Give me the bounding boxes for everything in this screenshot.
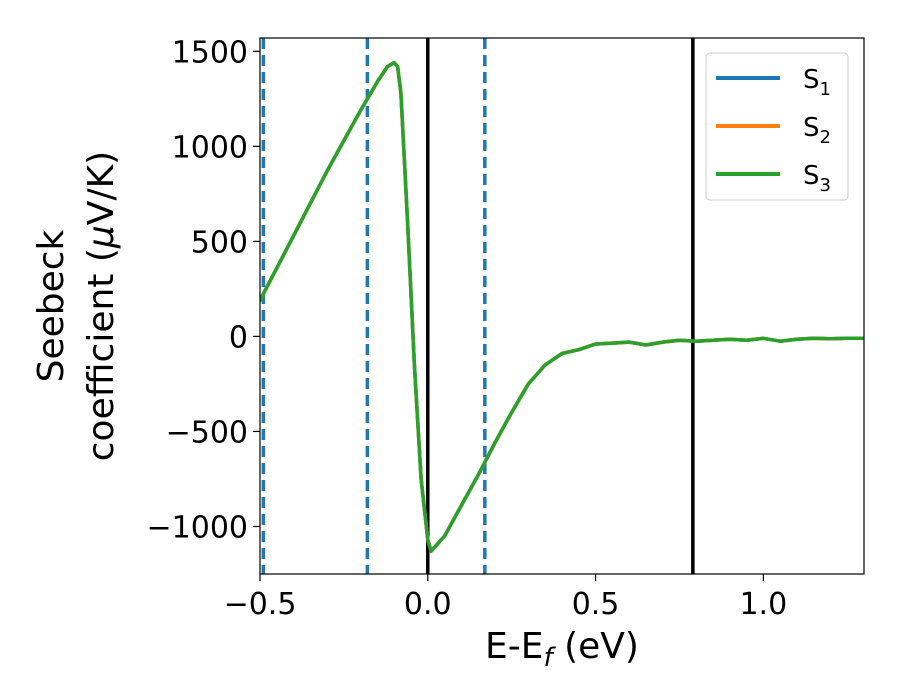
series-line-s3: [260, 60, 864, 553]
legend-label-s3: S3: [803, 161, 831, 196]
legend: S1 S2 S3: [705, 52, 849, 201]
y-axis-ticks: −1000 −500 0 500 1000 1500: [147, 35, 260, 545]
legend-label-s1: S1: [803, 65, 831, 100]
x-tick-label: 1.0: [739, 587, 787, 622]
reference-lines: [261, 38, 695, 574]
y-tick-label: 1000: [172, 130, 248, 165]
legend-label-s2: S2: [803, 113, 831, 148]
x-tick-label: 0.0: [404, 587, 452, 622]
x-tick-label: 0.5: [572, 587, 620, 622]
series-lines: [260, 60, 864, 553]
y-tick-label: 500: [191, 225, 248, 260]
y-tick-label: 0: [229, 320, 248, 355]
y-axis-title-line1: Seebeck: [31, 229, 72, 382]
y-tick-label: −1000: [147, 510, 248, 545]
y-tick-label: 1500: [172, 35, 248, 70]
x-axis-ticks: −0.5 0.0 0.5 1.0: [224, 574, 787, 622]
plot-frame: [259, 37, 865, 575]
x-tick-label: −0.5: [224, 587, 297, 622]
x-axis-title: E-Ef (eV): [485, 626, 639, 673]
y-tick-label: −500: [166, 415, 248, 450]
y-axis-title-line2: coefficient (μV/K): [81, 151, 122, 461]
